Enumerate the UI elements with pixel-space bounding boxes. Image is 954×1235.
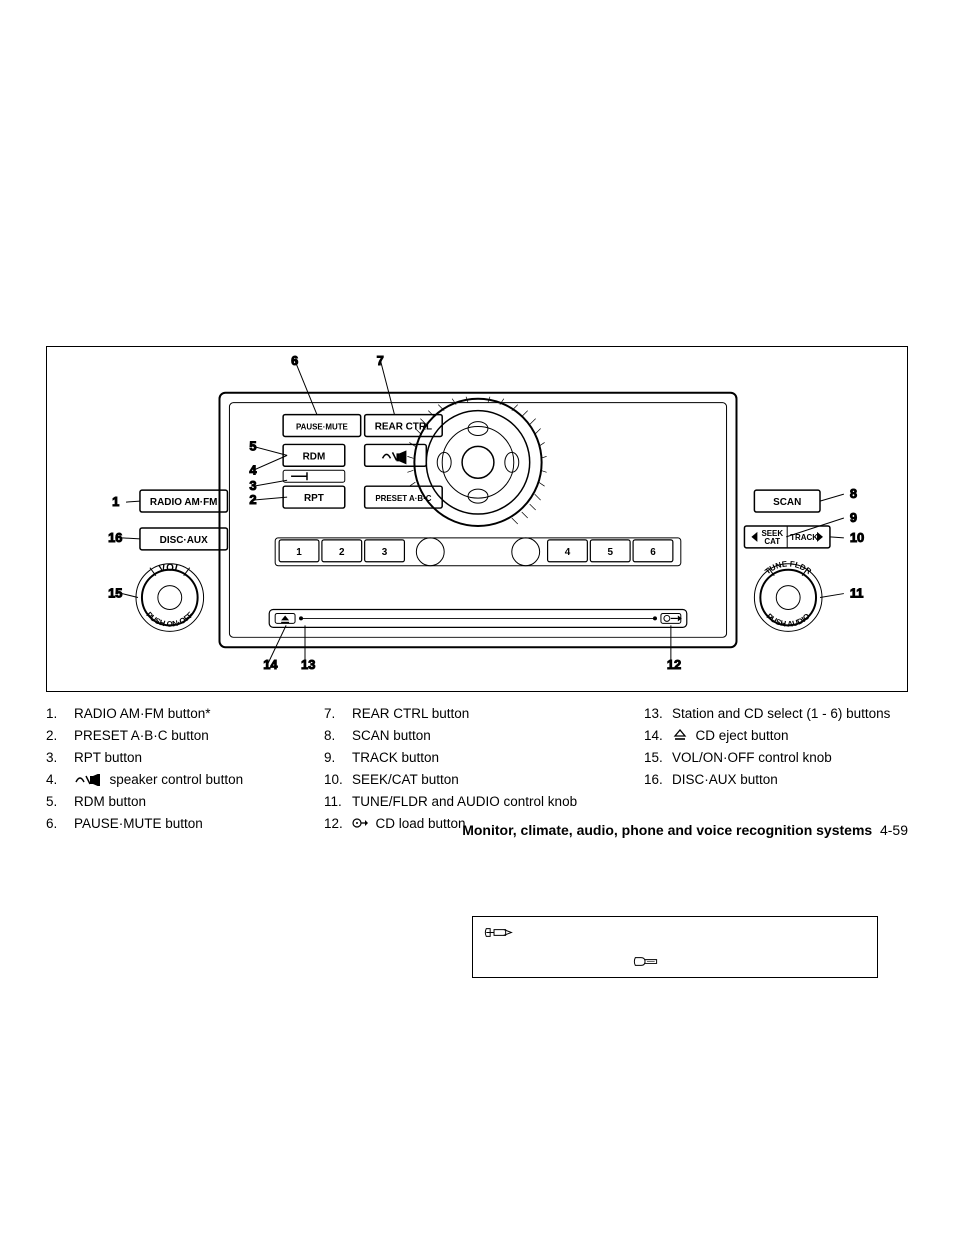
- legend-item: 2.PRESET A·B·C button: [46, 726, 324, 746]
- legend-item: 13.Station and CD select (1 - 6) buttons: [644, 704, 908, 724]
- svg-text:2: 2: [339, 547, 345, 558]
- legend-number: 2.: [46, 726, 74, 746]
- svg-text:3: 3: [382, 547, 388, 558]
- rear-ctrl-label: REAR CTRL: [375, 422, 432, 433]
- legend-item: 3.RPT button: [46, 748, 324, 768]
- legend-text: REAR CTRL button: [352, 704, 644, 724]
- cd-slot: [269, 609, 687, 627]
- callout-12: 12: [667, 657, 681, 672]
- legend-item: 9.TRACK button: [324, 748, 644, 768]
- rpt-label: RPT: [304, 493, 324, 504]
- rdm-label: RDM: [303, 451, 326, 462]
- legend-number: 10.: [324, 770, 352, 790]
- legend-text: RADIO AM·FM button*: [74, 704, 324, 724]
- speaker-icon: [74, 772, 102, 787]
- legend-text: CD eject button: [672, 726, 908, 746]
- pointing-hand-icon-2: [634, 958, 656, 966]
- callout-14: 14: [263, 657, 278, 672]
- callout-13: 13: [301, 657, 315, 672]
- legend-item: 14. CD eject button: [644, 726, 908, 746]
- legend-number: 14.: [644, 726, 672, 746]
- load-icon: [664, 615, 682, 621]
- radio-diagram-figure: RADIO AM·FM DISC·AUX SCAN SEEK CAT TRACK: [46, 346, 908, 692]
- note-box: [472, 916, 878, 978]
- legend-item: 4. speaker control button: [46, 770, 324, 790]
- callout-15: 15: [108, 586, 122, 601]
- legend-text: TRACK button: [352, 748, 644, 768]
- radio-amfm-button: RADIO AM·FM: [140, 490, 227, 512]
- legend-item: 16.DISC·AUX button: [644, 770, 908, 790]
- callout-6: 6: [291, 353, 298, 368]
- section-title: Monitor, climate, audio, phone and voice…: [462, 822, 872, 838]
- legend-number: 3.: [46, 748, 74, 768]
- vol-knob: VOL PUSH ON·OFF: [136, 563, 204, 632]
- legend: 1.RADIO AM·FM button*2.PRESET A·B·C butt…: [46, 704, 908, 836]
- pause-mute-label: PAUSE·MUTE: [296, 423, 348, 432]
- preset-abc-label: PRESET A·B·C: [375, 494, 431, 503]
- svg-text:1: 1: [296, 547, 302, 558]
- callout-1: 1: [112, 494, 119, 509]
- callout-2: 2: [249, 492, 256, 507]
- legend-number: 7.: [324, 704, 352, 724]
- legend-item: 1.RADIO AM·FM button*: [46, 704, 324, 724]
- legend-text: SEEK/CAT button: [352, 770, 644, 790]
- callout-11: 11: [850, 586, 864, 601]
- callout-16: 16: [108, 530, 122, 545]
- svg-text:DISC·AUX: DISC·AUX: [160, 535, 208, 546]
- faceplate-inner: [229, 403, 726, 638]
- callout-5: 5: [249, 438, 256, 453]
- page-footer: Monitor, climate, audio, phone and voice…: [46, 822, 908, 838]
- eject-icon: [281, 615, 289, 620]
- legend-text: DISC·AUX button: [672, 770, 908, 790]
- eject-icon: [672, 728, 688, 743]
- center-dial: [407, 397, 546, 526]
- legend-item: 8.SCAN button: [324, 726, 644, 746]
- legend-number: 5.: [46, 792, 74, 812]
- legend-item: 7.REAR CTRL button: [324, 704, 644, 724]
- callout-3: 3: [249, 478, 256, 493]
- tune-knob: TUNE FLDR PUSH AUDIO: [754, 559, 822, 631]
- legend-text: RDM button: [74, 792, 324, 812]
- svg-text:SCAN: SCAN: [773, 497, 801, 508]
- legend-item: 11.TUNE/FLDR and AUDIO control knob: [324, 792, 644, 812]
- callout-7: 7: [377, 353, 384, 368]
- legend-text: Station and CD select (1 - 6) buttons: [672, 704, 908, 724]
- legend-item: 15.VOL/ON·OFF control knob: [644, 748, 908, 768]
- speaker-icon: [383, 450, 407, 464]
- legend-number: 9.: [324, 748, 352, 768]
- callout-10: 10: [850, 530, 864, 545]
- callout-8: 8: [850, 486, 857, 501]
- legend-number: 11.: [324, 792, 352, 812]
- legend-item: 5.RDM button: [46, 792, 324, 812]
- legend-number: 1.: [46, 704, 74, 724]
- pointing-hand-icon-1: [485, 929, 511, 937]
- svg-text:RADIO AM·FM: RADIO AM·FM: [150, 497, 218, 508]
- legend-item: 10.SEEK/CAT button: [324, 770, 644, 790]
- disc-aux-button: DISC·AUX: [140, 528, 227, 550]
- legend-number: 4.: [46, 770, 74, 790]
- legend-number: 16.: [644, 770, 672, 790]
- svg-text:TUNE FLDR: TUNE FLDR: [763, 559, 813, 576]
- callout-9: 9: [850, 510, 857, 525]
- legend-number: 15.: [644, 748, 672, 768]
- svg-text:5: 5: [607, 547, 613, 558]
- svg-text:6: 6: [650, 547, 656, 558]
- page-number: 4-59: [880, 822, 908, 838]
- svg-text:4: 4: [565, 547, 571, 558]
- callout-4: 4: [249, 462, 257, 477]
- radio-diagram-svg: RADIO AM·FM DISC·AUX SCAN SEEK CAT TRACK: [47, 347, 907, 691]
- svg-text:VOL: VOL: [158, 563, 182, 576]
- legend-text: RPT button: [74, 748, 324, 768]
- preset-buttons: 1 2 3 4 5 6: [275, 538, 681, 566]
- legend-number: 8.: [324, 726, 352, 746]
- legend-text: SCAN button: [352, 726, 644, 746]
- legend-text: TUNE/FLDR and AUDIO control knob: [352, 792, 644, 812]
- legend-text: PRESET A·B·C button: [74, 726, 324, 746]
- legend-number: 13.: [644, 704, 672, 724]
- svg-text:CAT: CAT: [764, 537, 780, 546]
- svg-text:PUSH AUDIO: PUSH AUDIO: [765, 612, 812, 629]
- legend-text: speaker control button: [74, 770, 324, 790]
- scan-button: SCAN: [754, 490, 820, 512]
- legend-text: VOL/ON·OFF control knob: [672, 748, 908, 768]
